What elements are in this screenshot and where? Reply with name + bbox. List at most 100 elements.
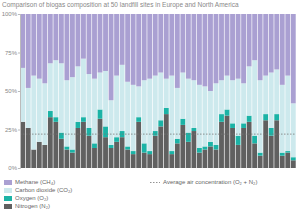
bar-segment xyxy=(125,82,130,147)
bar-segment xyxy=(87,74,92,128)
tick-mark xyxy=(18,168,20,169)
bar-segment xyxy=(291,157,296,160)
bar-segment xyxy=(120,14,125,65)
bar-segment xyxy=(274,69,279,114)
bar-segment xyxy=(37,142,42,168)
bar-segment xyxy=(147,14,152,79)
bar-segment xyxy=(269,14,274,73)
bar-segment xyxy=(169,76,174,151)
bar-segment xyxy=(53,122,58,168)
bar-segment xyxy=(147,79,152,151)
bar-segment xyxy=(26,88,31,128)
bar-segment xyxy=(252,136,257,144)
bar-segment xyxy=(225,116,230,168)
bar-segment xyxy=(153,76,158,131)
tick-mark xyxy=(18,130,20,131)
bar-segment xyxy=(191,128,196,131)
tick: 100% xyxy=(2,11,20,17)
bar-segment xyxy=(169,151,174,154)
bar-segment xyxy=(169,14,174,76)
legend-swatch xyxy=(4,188,12,193)
bar-segment xyxy=(42,83,47,145)
bar-segment xyxy=(274,114,279,120)
bar-segment xyxy=(191,131,196,168)
bar-segment xyxy=(285,151,290,153)
bar-segment xyxy=(103,137,108,168)
bar-segment xyxy=(197,14,202,85)
bar-segment xyxy=(158,14,163,73)
tick-mark xyxy=(18,53,20,54)
bar-segment xyxy=(230,80,235,123)
bar-segment xyxy=(59,133,64,139)
bar-segment xyxy=(203,14,208,86)
bar-segment xyxy=(180,14,185,73)
bar-segment xyxy=(158,73,163,121)
bar-segment xyxy=(37,79,42,142)
bar-segment xyxy=(208,146,213,168)
bar-segment xyxy=(175,14,180,88)
bar-segment xyxy=(164,14,169,79)
bar-segment xyxy=(158,120,163,126)
bar-segment xyxy=(20,14,25,68)
bar-segment xyxy=(236,14,241,79)
bar-segment xyxy=(203,150,208,168)
axis-line xyxy=(18,15,21,169)
tick: 25% xyxy=(5,127,20,133)
bar-segment xyxy=(70,14,75,77)
bar-segment xyxy=(252,14,257,60)
bar-segment xyxy=(247,122,252,168)
bar-segment xyxy=(81,14,86,59)
bar-segment xyxy=(214,145,219,150)
bar-segment xyxy=(164,108,169,114)
legend-line xyxy=(150,182,160,183)
plot: 0%25%50%75%100% xyxy=(2,11,296,171)
bar-segment xyxy=(75,66,80,121)
bar-segment xyxy=(53,14,58,60)
bar-segment xyxy=(186,79,191,133)
bar-segment xyxy=(197,148,202,153)
bar-segment xyxy=(75,122,80,128)
bar-segment xyxy=(109,100,114,145)
bar-segment xyxy=(180,119,185,125)
bar-segment xyxy=(219,14,224,80)
bar-segment xyxy=(53,117,58,122)
bar-segment xyxy=(214,83,219,145)
legend-label: Methane (CH₄) xyxy=(15,179,55,185)
bar-segment xyxy=(48,14,53,63)
bar-segment xyxy=(225,14,230,76)
bar-segment xyxy=(37,14,42,79)
bar-segment xyxy=(92,148,97,168)
bar-segment xyxy=(285,76,290,151)
bar-segment xyxy=(186,142,191,168)
bar-segment xyxy=(169,154,174,168)
bar-segment xyxy=(136,122,141,168)
bar-segment xyxy=(258,80,263,152)
bar-segment xyxy=(258,153,263,156)
bar-segment xyxy=(208,14,213,91)
bar-segment xyxy=(136,86,141,117)
bar-segment xyxy=(258,14,263,80)
bar-segment xyxy=(175,139,180,144)
bar-segment xyxy=(236,145,241,168)
bar-segment xyxy=(153,14,158,76)
bar-segment xyxy=(219,114,224,122)
bar-segment xyxy=(31,150,36,168)
bar-segment xyxy=(263,114,268,120)
bar-segment xyxy=(26,14,31,88)
bar-segment xyxy=(147,151,152,154)
bar-segment xyxy=(98,73,103,110)
bar-segment xyxy=(120,137,125,168)
bar-segment xyxy=(70,150,75,153)
bar-segment xyxy=(92,143,97,148)
bar-segment xyxy=(147,154,152,168)
bar-segment xyxy=(31,76,36,150)
bar-segment xyxy=(269,73,274,128)
bar-segment xyxy=(109,14,114,100)
bar-segment xyxy=(241,123,246,128)
bar-segment xyxy=(263,14,268,76)
bar-segment xyxy=(164,79,169,108)
bar-segment xyxy=(291,160,296,168)
tick-label: 0% xyxy=(8,165,17,171)
bar-segment xyxy=(274,120,279,168)
tick: 0% xyxy=(8,165,20,171)
